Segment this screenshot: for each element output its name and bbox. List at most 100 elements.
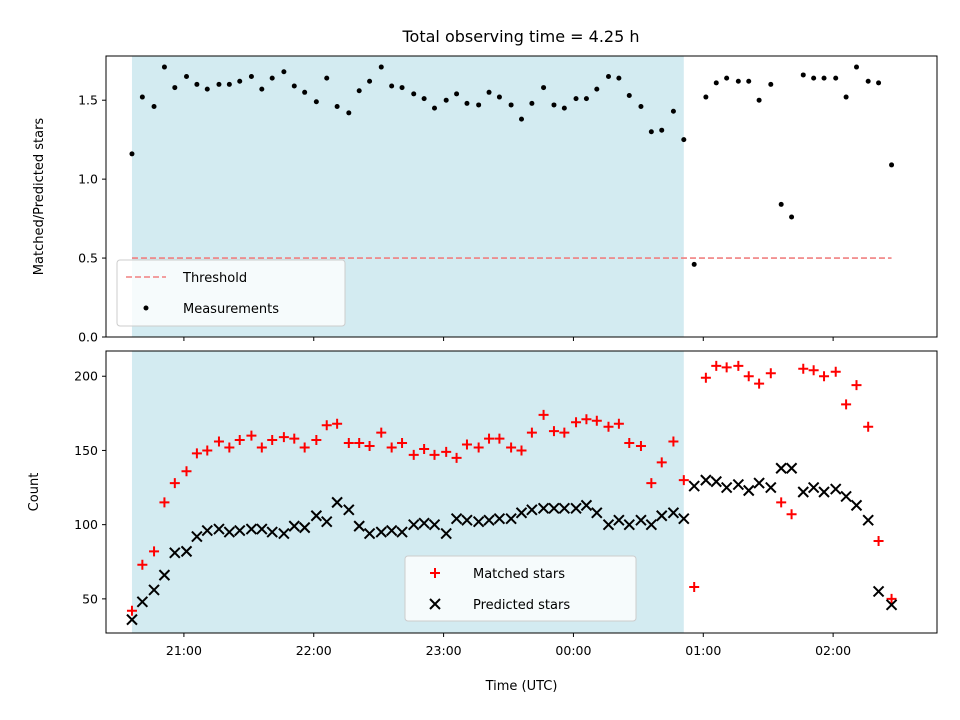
y-tick-label: 50: [82, 591, 98, 606]
matched-star-point: [234, 435, 245, 446]
measurement-point: [302, 89, 308, 95]
x-tick-label: 21:00: [166, 643, 202, 658]
measurement-point: [496, 94, 502, 100]
measurement-point: [541, 85, 547, 91]
predicted-star-point: [223, 526, 236, 538]
y-tick-label: 1.5: [78, 93, 98, 108]
measurement-point: [139, 94, 145, 100]
matched-star-point: [343, 438, 354, 449]
matched-star-point: [830, 366, 841, 377]
matched-star-point: [798, 363, 809, 374]
predicted-star-point: [428, 518, 441, 531]
measurement-point: [876, 80, 882, 86]
matched-star-point: [397, 438, 408, 449]
measurement-point: [378, 64, 384, 70]
predicted-star-point: [201, 524, 213, 537]
legend-matched-swatch: [430, 568, 440, 578]
y-tick-label: 100: [74, 517, 98, 532]
matched-star-point: [354, 438, 365, 449]
legend-box: [116, 259, 346, 327]
measurement-point: [476, 102, 482, 108]
predicted-star-point: [526, 504, 538, 516]
matched-star-point: [181, 466, 192, 477]
measurement-point: [421, 96, 427, 102]
measurement-point: [129, 151, 135, 157]
predicted-star-point: [580, 499, 593, 512]
predicted-star-point: [191, 530, 203, 543]
matched-star-point: [571, 417, 582, 428]
predicted-star-point: [213, 523, 225, 535]
matched-star-point: [461, 439, 472, 450]
matched-star-point: [689, 581, 700, 592]
predicted-star-point: [363, 527, 376, 540]
measurement-point: [713, 80, 719, 86]
predicted-star-point: [872, 585, 885, 598]
x-tick-label: 02:00: [815, 643, 851, 658]
measurement-point: [508, 102, 514, 108]
measurement-point: [334, 104, 340, 110]
matched-star-point: [776, 497, 787, 508]
measurement-point: [389, 83, 395, 89]
matched-star-point: [441, 446, 452, 457]
predicted-star-point: [743, 484, 755, 497]
predicted-star-point: [234, 524, 246, 537]
measurement-point: [573, 96, 579, 102]
predicted-star-point: [807, 481, 820, 494]
ratio-legend: Threshold Measurements: [116, 259, 346, 327]
predicted-star-point: [461, 514, 473, 526]
matched-star-point: [613, 418, 624, 429]
measurement-point: [432, 105, 438, 111]
predicted-star-point: [613, 514, 625, 526]
matched-star-point: [678, 475, 689, 486]
predicted-star-point: [472, 515, 485, 528]
measurement-point: [529, 100, 535, 106]
predicted-star-point: [570, 502, 582, 515]
predicted-star-point: [310, 510, 323, 522]
x-tick-label: 22:00: [296, 643, 332, 658]
measurement-point: [194, 81, 200, 87]
matched-star-point: [332, 418, 343, 429]
predicted-star-point: [678, 513, 690, 525]
predicted-star-point: [710, 475, 722, 488]
measurement-point: [670, 108, 676, 114]
predicted-star-point: [602, 518, 615, 531]
predicted-star-point: [483, 514, 495, 526]
predicted-star-point: [418, 517, 430, 529]
ratio-y-axis-label: Matched/Predicted stars: [32, 118, 47, 276]
measurement-point: [172, 85, 178, 91]
measurement-point: [519, 116, 524, 122]
y-tick-label: 150: [74, 443, 98, 458]
matched-star-point: [408, 449, 419, 460]
predicted-star-point: [515, 507, 528, 519]
predicted-star-point: [169, 547, 181, 559]
measurement-point: [454, 91, 460, 97]
measurement-point: [821, 75, 827, 81]
predicted-star-point: [558, 502, 571, 515]
predicted-star-point: [321, 515, 333, 528]
predicted-star-point: [493, 513, 506, 525]
matched-star-point: [516, 445, 527, 456]
predicted-star-point: [298, 521, 311, 534]
predicted-star-point: [830, 483, 842, 495]
predicted-star-point: [136, 596, 149, 608]
measurement-point: [551, 102, 557, 108]
measurement-point: [703, 94, 709, 100]
matched-star-point: [169, 478, 180, 489]
matched-star-point: [159, 497, 170, 508]
predicted-star-point: [440, 527, 452, 540]
measurement-point: [259, 86, 265, 92]
ratio-x-ticks: [183, 337, 834, 341]
measurement-point: [594, 86, 600, 92]
predicted-star-point: [450, 513, 463, 525]
legend-matched-label: Matched stars: [473, 567, 565, 582]
ratio-panel-frame: [105, 55, 938, 338]
matched-star-point: [246, 430, 257, 441]
matched-star-point: [149, 546, 160, 557]
measurement-point: [281, 69, 287, 75]
measurement-point: [204, 86, 210, 92]
count-y-axis-label: Count: [27, 473, 42, 512]
y-tick-label: 0.0: [78, 330, 98, 345]
matched-star-point: [668, 436, 679, 447]
measurement-point: [486, 89, 492, 95]
matched-star-point: [473, 442, 484, 453]
